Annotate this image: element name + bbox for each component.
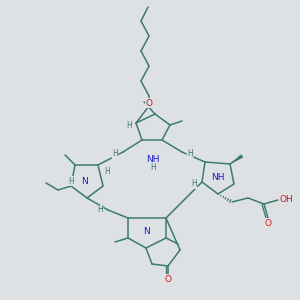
Text: H: H — [68, 176, 74, 185]
Text: N: N — [82, 178, 88, 187]
Text: H: H — [126, 121, 132, 130]
Text: H: H — [187, 149, 193, 158]
Text: O: O — [265, 218, 272, 227]
Text: O: O — [164, 274, 172, 284]
Text: H: H — [104, 167, 110, 176]
Text: H: H — [112, 149, 118, 158]
Text: N: N — [142, 227, 149, 236]
Text: H: H — [97, 206, 103, 214]
Text: OH: OH — [279, 196, 293, 205]
Text: NH: NH — [211, 172, 225, 182]
Text: O: O — [146, 98, 152, 107]
Text: NH: NH — [146, 155, 160, 164]
Text: H: H — [150, 164, 156, 172]
Polygon shape — [230, 154, 243, 164]
Text: H: H — [191, 179, 197, 188]
